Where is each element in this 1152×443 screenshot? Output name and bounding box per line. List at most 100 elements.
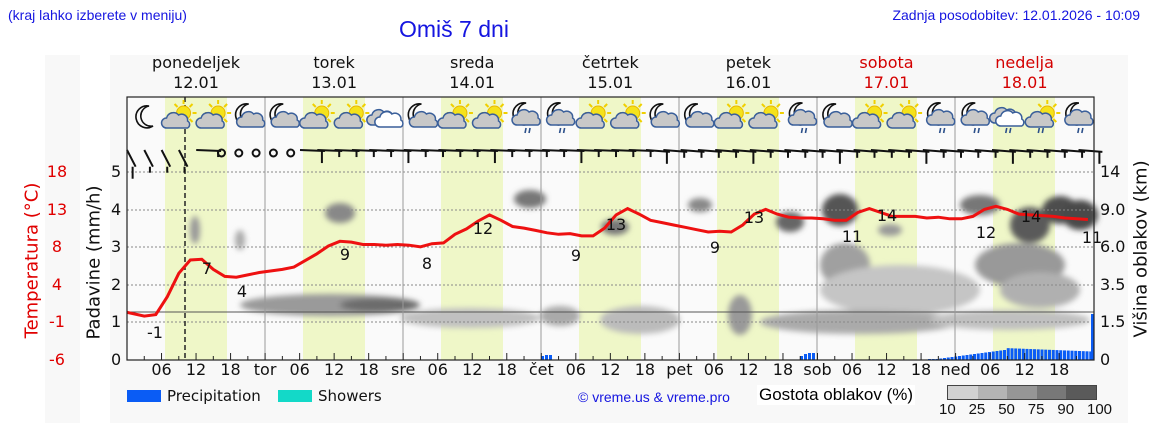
wind-barb (160, 149, 172, 173)
scale-label: 90 (1057, 401, 1075, 418)
day-date: 14.01 (449, 73, 496, 92)
svg-text:7: 7 (202, 259, 212, 278)
tick-label: 0 (1100, 350, 1111, 369)
scale-label: 25 (968, 401, 986, 418)
day-name: petek (725, 53, 772, 72)
temperature-axis-panel (45, 55, 80, 423)
wind-barb (1061, 149, 1086, 158)
day-name: torek (313, 53, 355, 72)
x-tick-label: 12 (462, 360, 483, 379)
wind-barb (1026, 149, 1051, 158)
svg-text:11: 11 (842, 227, 862, 246)
x-tick-marks (143, 353, 1077, 360)
wind-barb (217, 148, 226, 158)
day-name: četrtek (581, 53, 639, 72)
wind-barb (991, 149, 1016, 164)
wind-barb (853, 149, 878, 158)
day-date: 15.01 (587, 73, 634, 92)
day-date: 17.01 (863, 73, 910, 92)
day-name: sobota (859, 53, 914, 72)
x-tick-label: 06 (151, 360, 172, 379)
svg-text:13: 13 (744, 208, 764, 227)
day-date: 12.01 (173, 73, 219, 92)
x-tick-label: 18 (910, 360, 932, 379)
wind-barb (1078, 149, 1103, 164)
wind-barb (940, 149, 965, 158)
showers-legend-swatch (278, 390, 312, 402)
tick-label: 1.5 (1100, 312, 1126, 331)
wind-barb (1043, 149, 1068, 158)
day-date: 16.01 (725, 73, 772, 92)
cloud-density-title: Gostota oblakov (%) (757, 385, 916, 405)
temperature-labels: -1 7 4 9 8 12 9 13 9 13 11 14 12 14 11 (147, 206, 1102, 342)
x-tick-label: 18 (1048, 360, 1070, 379)
svg-text:4: 4 (237, 282, 247, 301)
wind-barb (922, 149, 947, 158)
x-tick-label: 12 (323, 360, 345, 379)
x-tick-label: 12 (876, 360, 897, 379)
svg-text:13: 13 (606, 215, 626, 234)
x-tick-label: sre (390, 360, 416, 379)
precipitation-legend-swatch (127, 390, 161, 402)
tick-label: 4 (111, 200, 122, 219)
x-tick-label: 06 (427, 360, 448, 379)
wind-barb (888, 149, 913, 158)
day-header-15.01: četrtek 15.01 (541, 53, 679, 93)
wind-barb (680, 149, 705, 158)
tick-label: -1 (49, 312, 65, 331)
tick-label: 4 (51, 275, 63, 294)
tick-label: 13 (46, 200, 68, 219)
x-tick-label: 12 (185, 360, 207, 379)
x-tick-label: 06 (841, 360, 863, 379)
wind-barb (234, 148, 244, 158)
scale-label: 50 (998, 401, 1015, 418)
x-tick-label: 18 (496, 360, 517, 379)
wind-barb (732, 149, 757, 164)
wind-barb (767, 149, 792, 158)
wind-barb (143, 149, 154, 173)
page-title: Omiš 7 dni (399, 16, 509, 42)
wind-barb (749, 149, 774, 158)
x-tick-label: sob (803, 360, 832, 379)
svg-text:14: 14 (877, 206, 897, 225)
x-tick-label: 18 (772, 360, 794, 379)
x-tick-label: 18 (634, 360, 656, 379)
precipitation-bars (541, 314, 1094, 360)
svg-text:14: 14 (1021, 207, 1041, 226)
x-tick-label: tor (253, 360, 277, 379)
day-header-14.01: sreda 14.01 (403, 53, 541, 93)
svg-text:9: 9 (571, 246, 581, 265)
tick-label: 0 (111, 350, 122, 369)
svg-text:9: 9 (340, 245, 350, 264)
x-tick-label: čet (528, 360, 554, 379)
scale-label: 75 (1027, 401, 1045, 418)
x-tick-label: 06 (289, 360, 310, 379)
location-hint: (kraj lahko izberete v meniju) (8, 7, 187, 23)
day-date: 18.01 (1001, 73, 1048, 92)
wind-barb (957, 149, 982, 158)
tick-label: 2 (111, 275, 122, 294)
wind-barb (645, 149, 670, 164)
x-tick-label: 06 (703, 360, 725, 379)
tick-label: 8 (51, 237, 63, 256)
temperature-line (126, 204, 1088, 318)
scale-label: 100 (1087, 401, 1113, 418)
tick-label: -6 (49, 350, 65, 369)
wind-barb (974, 149, 999, 158)
day-separators (264, 97, 956, 360)
cloud-density-scale (947, 385, 1097, 400)
svg-text:12: 12 (976, 223, 996, 242)
tick-label: 18 (46, 162, 68, 181)
x-tick-label: 18 (358, 360, 379, 379)
wind-barb (178, 149, 189, 173)
credit-link[interactable]: © vreme.us & vreme.pro (578, 389, 730, 405)
wind-barb (836, 149, 861, 158)
svg-text:11: 11 (1082, 228, 1102, 247)
x-tick-label: 18 (220, 360, 241, 379)
precipitation-legend-label: Precipitation (167, 387, 261, 405)
day-date: 13.01 (311, 73, 357, 92)
wind-barb (715, 149, 740, 158)
tick-label: 14 (1100, 162, 1121, 181)
x-tick-label: 06 (565, 360, 586, 379)
